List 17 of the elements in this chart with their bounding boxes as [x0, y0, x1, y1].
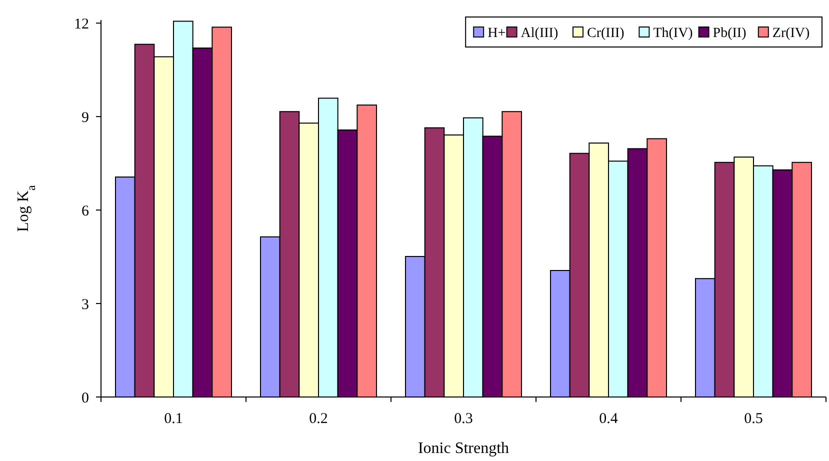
x-tick-label: 0.3: [454, 411, 473, 427]
x-tick-label: 0.1: [164, 411, 183, 427]
x-tick-label: 0.2: [309, 411, 328, 427]
x-tick-label: 0.4: [599, 411, 618, 427]
y-tick-label: 3: [82, 296, 89, 313]
legend-label: H+: [488, 26, 506, 41]
x-axis-title: Ionic Strength: [418, 440, 510, 457]
y-tick-label: 9: [82, 110, 89, 126]
legend-label: Zr(IV): [772, 26, 810, 41]
legend-label: Th(IV): [653, 26, 694, 41]
y-tick-label: 6: [82, 203, 90, 220]
y-tick-label: 12: [74, 16, 89, 32]
legend-label: Pb(II): [712, 26, 747, 41]
y-tick-label: 0: [82, 390, 89, 406]
x-tick-label: 0.5: [744, 411, 763, 427]
legend-label: Al(III): [520, 26, 558, 41]
legend-label: Cr(III): [587, 26, 625, 41]
